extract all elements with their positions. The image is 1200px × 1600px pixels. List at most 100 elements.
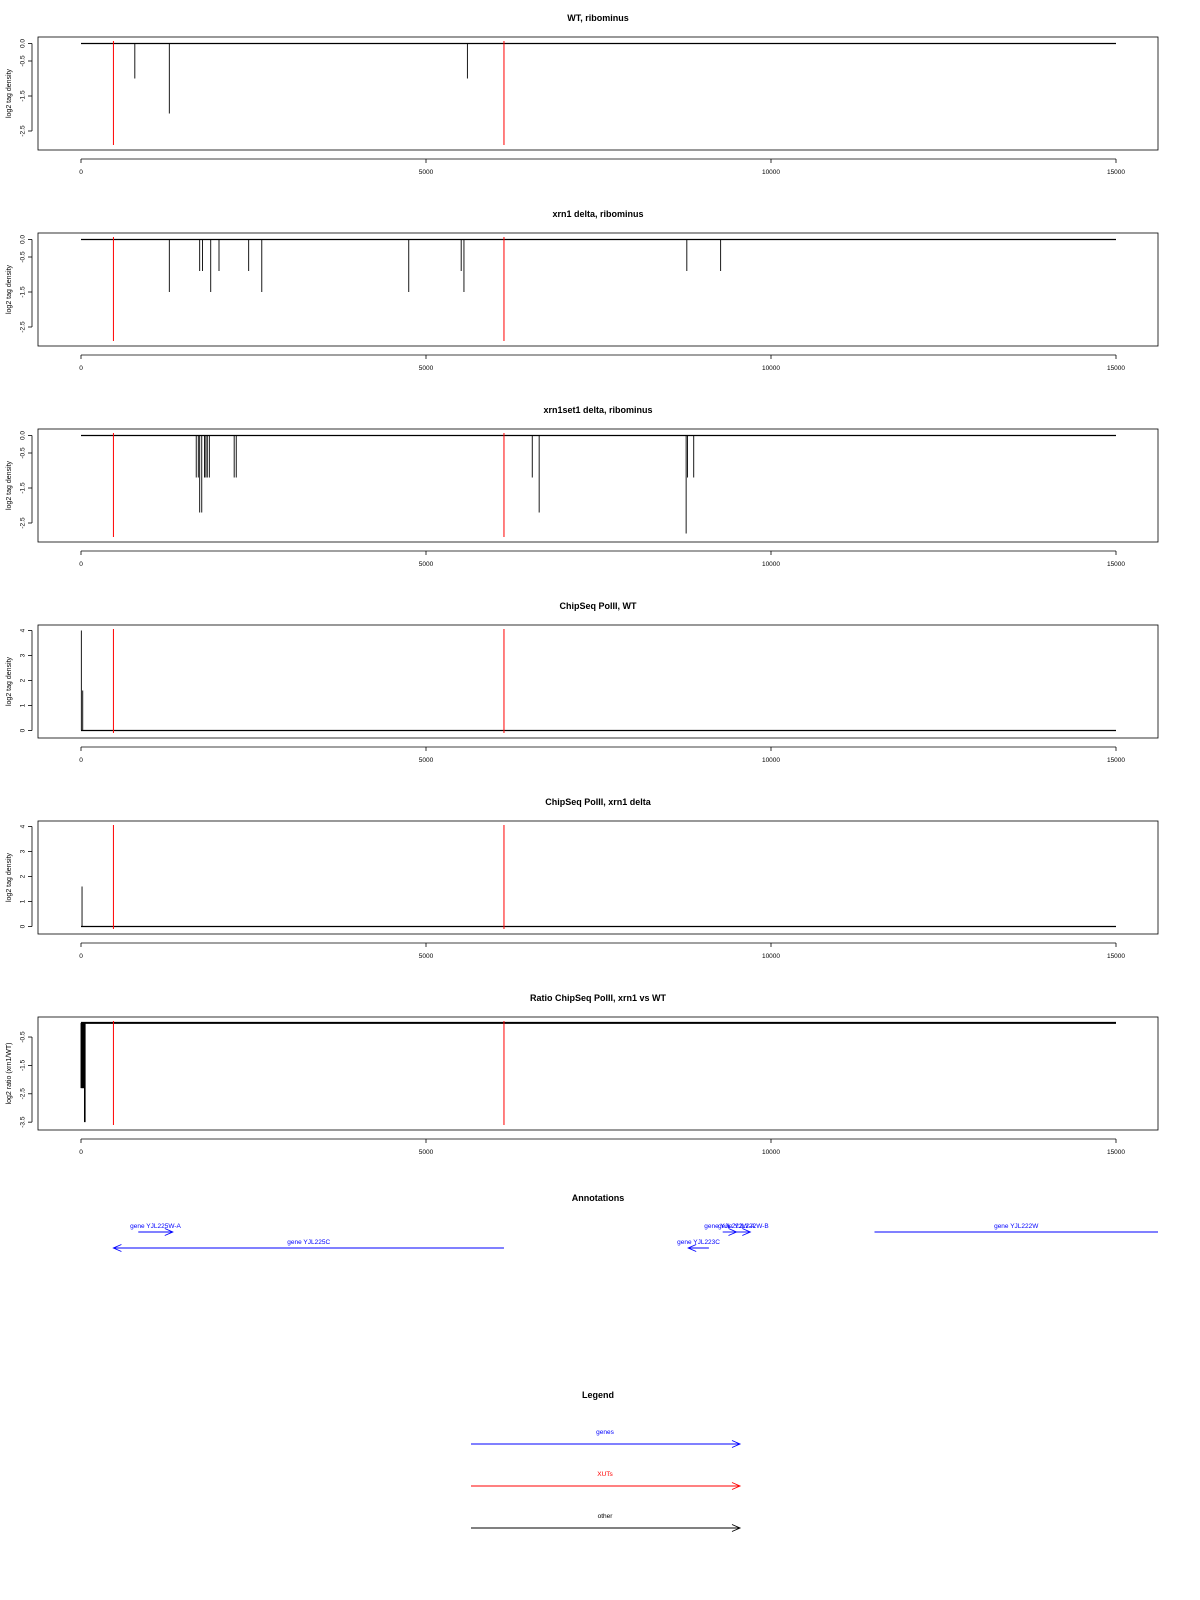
y-tick-label: 3 [20,653,27,657]
x-tick-label: 5000 [419,757,434,764]
track-panel-3: xrn1set1 delta, ribominus 0 5000 10000 15000… [6,405,1159,568]
plot-frame [37,820,1159,935]
x-tick-label: 0 [79,169,83,176]
legend-label: other [598,1513,614,1520]
y-tick-label: -2.5 [20,125,27,137]
y-tick-label: 1 [20,703,27,707]
gene-label: gene YJL225C [287,1239,330,1246]
track-panel-2: xrn1 delta, ribominus 0 5000 10000 15000 0.0 -… [6,209,1159,372]
legend-arrow [471,1440,742,1448]
panel-title: WT, ribominus [567,13,629,23]
y-tick-label: -3.5 [20,1116,27,1128]
gene-label: gene YJL225W-A [130,1223,181,1230]
legend-arrow [471,1482,742,1490]
legend-arrow-head [731,1524,742,1532]
track-panel-5: ChipSeq PolII, xrn1 delta 0 5000 10000 15000… [6,797,1159,960]
legend-title: Legend [582,1390,614,1400]
gene-arrow-head [742,1228,752,1236]
plot-frame [37,232,1159,347]
x-tick-label: 10000 [762,561,780,568]
y-tick-label: -1.5 [20,286,27,298]
x-tick-label: 15000 [1107,169,1125,176]
annotations-panel: Annotations gene YJL225W-A gene YJL225C gen… [112,1193,1158,1252]
y-tick-label: 0 [20,728,27,732]
track-panel-4: ChipSeq PolII, WT 0 5000 10000 15000 0 1 2 3 4 log… [6,601,1159,764]
y-axis-label: log2 tag density [6,460,13,510]
gene-arrow [138,1228,174,1236]
plot-frame [37,428,1159,543]
x-tick-label: 0 [79,365,83,372]
plot-frame [37,36,1159,151]
gene-arrow [112,1244,504,1252]
gene-arrow-head [687,1244,697,1252]
panel-title: xrn1 delta, ribominus [552,209,643,219]
x-tick-label: 10000 [762,169,780,176]
gene-label: gene YJL223C [677,1239,720,1246]
track-panel-6: Ratio ChipSeq PolII, xrn1 vs WT 0 5000 1000… [6,993,1159,1156]
y-tick-label: 2 [20,874,27,878]
y-tick-label: 4 [20,824,27,828]
y-axis-label: log2 tag density [6,68,13,118]
y-tick-label: -1.5 [20,90,27,102]
x-tick-label: 5000 [419,365,434,372]
x-tick-label: 0 [79,561,83,568]
x-tick-label: 5000 [419,169,434,176]
x-tick-label: 10000 [762,757,780,764]
y-axis-label: log2 tag density [6,264,13,314]
x-tick-label: 15000 [1107,561,1125,568]
y-tick-label: 2 [20,678,27,682]
x-tick-label: 15000 [1107,1149,1125,1156]
y-tick-label: 0.0 [20,39,27,48]
y-axis-label: log2 tag density [6,852,13,902]
legend-arrow-head [731,1482,742,1490]
x-tick-label: 0 [79,757,83,764]
gene-arrow-head [112,1244,122,1252]
y-tick-label: -2.5 [20,321,27,333]
x-tick-label: 15000 [1107,365,1125,372]
y-tick-label: -2.5 [20,517,27,529]
y-tick-label: -0.5 [20,1031,27,1043]
x-tick-label: 10000 [762,953,780,960]
gene-arrow [687,1244,709,1252]
legend-label: XUTs [597,1471,613,1478]
y-tick-label: 1 [20,899,27,903]
panel-title: xrn1set1 delta, ribominus [543,405,652,415]
x-tick-label: 5000 [419,953,434,960]
x-tick-label: 15000 [1107,953,1125,960]
x-tick-label: 0 [79,1149,83,1156]
legend-arrow-head [731,1440,742,1448]
x-tick-label: 5000 [419,561,434,568]
track-panel-1: WT, ribominus 0 5000 10000 15000 0.0 -0.5 -1.5 -… [6,13,1159,176]
legend-label: genes [596,1429,614,1436]
y-axis-label: log2 ratio (xrn1/WT) [6,1043,13,1105]
y-tick-label: -0.5 [20,55,27,67]
annotations-title: Annotations [572,1193,625,1203]
x-tick-label: 10000 [762,1149,780,1156]
x-tick-label: 15000 [1107,757,1125,764]
y-tick-label: 0 [20,924,27,928]
x-tick-label: 0 [79,953,83,960]
panel-title: ChipSeq PolII, xrn1 delta [545,797,652,807]
gene-label: gene YJL222W-A [704,1223,755,1230]
x-tick-label: 10000 [762,365,780,372]
y-tick-label: -1.5 [20,1059,27,1071]
gene-label: gene YJL222W [994,1223,1039,1230]
plot-frame [37,1016,1159,1131]
y-tick-label: 3 [20,849,27,853]
x-tick-label: 5000 [419,1149,434,1156]
y-tick-label: 0.0 [20,235,27,244]
gene-arrow [736,1228,752,1236]
plot-frame [37,624,1159,739]
y-tick-label: -1.5 [20,482,27,494]
panel-title: ChipSeq PolII, WT [560,601,637,611]
y-tick-label: -2.5 [20,1088,27,1100]
panel-title: Ratio ChipSeq PolII, xrn1 vs WT [530,993,667,1003]
y-tick-label: -0.5 [20,447,27,459]
y-tick-label: -0.5 [20,251,27,263]
legend-arrow [471,1524,742,1532]
gene-arrow-head [164,1228,174,1236]
legend-panel: Legend genes XUTs other [471,1390,742,1532]
y-axis-label: log2 tag density [6,656,13,706]
y-tick-label: 0.0 [20,431,27,440]
